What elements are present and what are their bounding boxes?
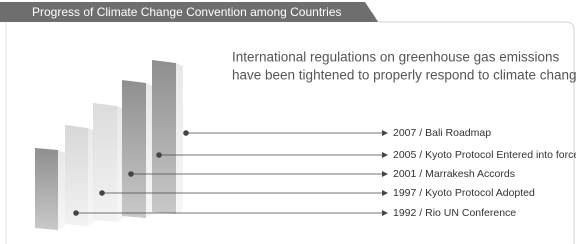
marker-dot (128, 171, 134, 177)
event-label: 2007 / Bali Roadmap (393, 127, 491, 139)
marker-dot (73, 210, 79, 216)
marker-dot (99, 190, 105, 196)
arrow-head (382, 210, 388, 216)
description-line: International regulations on greenhouse … (232, 50, 559, 65)
event-label: 2005 / Kyoto Protocol Entered into force (393, 149, 576, 161)
marker-dot (183, 130, 189, 136)
event-label: 1992 / Rio UN Conference (393, 207, 516, 219)
arrow-head (382, 171, 388, 177)
header-title: Progress of Climate Change Convention am… (32, 5, 342, 19)
event-label: 1997 / Kyoto Protocol Adopted (393, 187, 535, 199)
arrow-head (382, 190, 388, 196)
arrow-head (382, 130, 388, 136)
blocks (35, 60, 183, 230)
marker-dot (156, 152, 162, 158)
event-label: 2001 / Marrakesh Accords (393, 168, 515, 180)
arrow-head (382, 152, 388, 158)
description-line: have been tightened to properly respond … (232, 68, 576, 83)
diagram: Progress of Climate Change Convention am… (0, 0, 576, 244)
